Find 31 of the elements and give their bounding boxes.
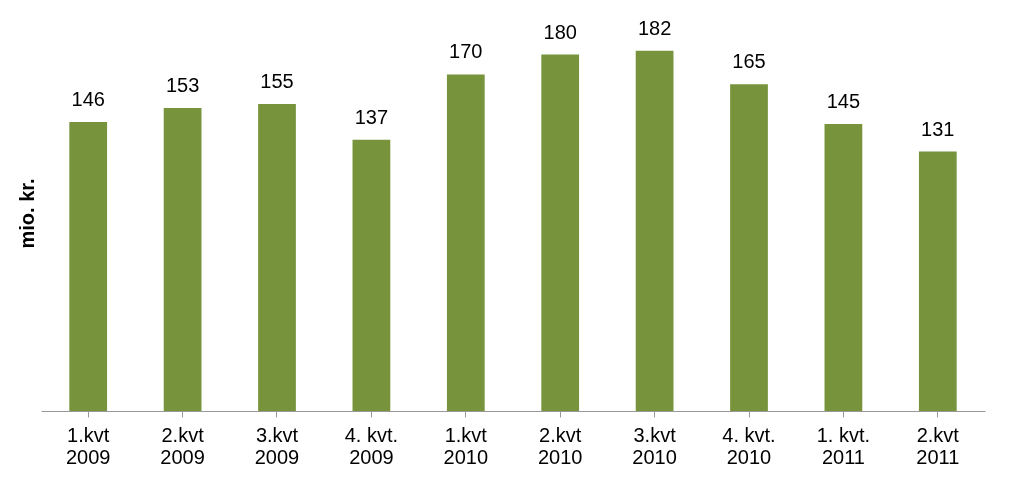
x-tick-label: 2.kvt 2009 — [160, 423, 205, 468]
data-label: 155 — [260, 70, 294, 93]
bar — [352, 139, 391, 411]
data-label: 145 — [826, 89, 861, 112]
data-label: 165 — [732, 50, 766, 73]
data-label: 146 — [71, 87, 105, 110]
bar — [824, 123, 863, 411]
x-tick-label: 2.kvt 2011 — [916, 423, 960, 468]
x-tick-label: 3.kvt 2010 — [632, 423, 677, 468]
bar — [446, 74, 485, 411]
bar — [635, 50, 674, 411]
x-tick-label: 4. kvt. 2010 — [722, 423, 776, 468]
data-label: 182 — [637, 16, 672, 39]
data-label: 180 — [543, 20, 577, 43]
bar — [258, 104, 296, 411]
data-label: 131 — [921, 117, 955, 140]
data-label: 137 — [354, 105, 389, 128]
bar — [918, 151, 957, 411]
data-label: 170 — [449, 40, 483, 63]
x-tick-label: 1.kvt 2010 — [443, 423, 489, 468]
data-label: 153 — [165, 74, 200, 97]
x-tick-label: 3.kvt 2009 — [254, 423, 300, 468]
x-tick-label: 2.kvt 2010 — [537, 423, 583, 468]
bar — [730, 84, 768, 411]
bar — [163, 108, 202, 411]
x-tick-label: 1. kvt. 2011 — [816, 423, 871, 468]
bar — [541, 54, 580, 411]
x-tick-label: 1.kvt 2009 — [65, 423, 111, 468]
x-tick-label: 4. kvt. 2009 — [344, 423, 399, 468]
y-axis-title: mio. kr. — [15, 178, 38, 249]
bar — [69, 121, 108, 411]
